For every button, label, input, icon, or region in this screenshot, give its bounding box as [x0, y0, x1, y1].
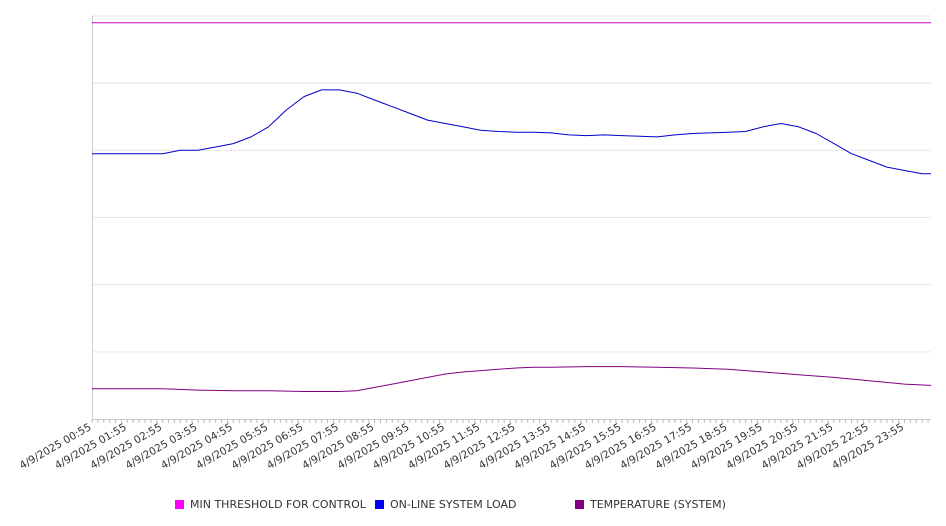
legend-swatch [575, 500, 584, 509]
legend-label: ON-LINE SYSTEM LOAD [390, 498, 517, 511]
temperature-line [92, 366, 932, 392]
legend-item-system-load[interactable]: ON-LINE SYSTEM LOAD [375, 497, 516, 513]
minor-ticks [91, 419, 929, 423]
legend-item-min-threshold[interactable]: MIN THRESHOLD FOR CONTROL [175, 497, 366, 513]
series-lines [92, 22, 932, 392]
system-load-line [92, 89, 931, 175]
legend-item-temperature[interactable]: TEMPERATURE (SYSTEM) [575, 497, 726, 513]
gridlines [92, 15, 931, 353]
axes [92, 16, 931, 420]
legend: MIN THRESHOLD FOR CONTROL ON-LINE SYSTEM… [0, 497, 946, 515]
legend-swatch [375, 500, 384, 509]
x-tick-labels: 4/9/2025 00:554/9/2025 01:554/9/2025 02:… [18, 421, 906, 472]
legend-label: MIN THRESHOLD FOR CONTROL [190, 498, 366, 511]
legend-label: TEMPERATURE (SYSTEM) [590, 498, 726, 511]
legend-swatch [175, 500, 184, 509]
